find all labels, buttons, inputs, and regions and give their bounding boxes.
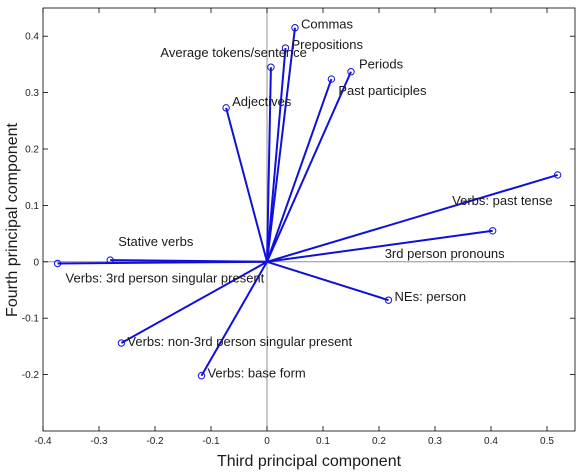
x-tick-label: 0.5 [540, 436, 554, 447]
vector-endpoint-marker [327, 75, 336, 83]
vector-line [266, 67, 272, 262]
vector-label: Prepositions [291, 37, 363, 52]
x-axis-ticks: -0.4 -0.3 -0.2 -0.1 0 0.1 0.2 0.3 0.4 0.5 [34, 8, 554, 447]
x-tick-label: 0.3 [428, 436, 442, 447]
y-tick-label: 0 [33, 257, 39, 268]
vector-endpoint-marker [384, 296, 393, 304]
vector-endpoint-marker [197, 372, 206, 380]
vector-line [266, 78, 333, 263]
vector-line [266, 229, 493, 263]
loading-vectors [53, 24, 562, 380]
x-tick-label: -0.2 [146, 436, 164, 447]
vector-label: Commas [301, 17, 354, 32]
vector-label: Adjectives [232, 94, 292, 109]
y-tick-label: 0.1 [25, 201, 39, 212]
x-tick-label: 0.2 [372, 436, 386, 447]
plot-frame [42, 7, 576, 432]
vector-endpoint-marker [267, 63, 275, 71]
vector-endpoint-marker [488, 227, 497, 235]
vector-label: Verbs: base form [207, 366, 305, 381]
vector-label: Verbs: past tense [452, 193, 552, 208]
vector-endpoint-marker [53, 259, 62, 268]
vector-label: Verbs: 3rd person singular present [66, 270, 265, 285]
vector-label: Periods [359, 57, 404, 72]
vector-line [225, 107, 268, 263]
y-tick-label: 0.3 [25, 88, 39, 99]
vector-line [120, 260, 268, 344]
vector-line [200, 261, 268, 377]
vector-endpoint-marker [222, 104, 230, 112]
vector-label: Stative verbs [118, 234, 194, 249]
vector-line [266, 260, 389, 302]
vector-label: Average tokens/sentence [160, 45, 306, 60]
vector-label: Past participles [338, 83, 427, 98]
y-axis-ticks: -0.2 -0.1 0 0.1 0.2 0.3 0.4 [22, 32, 575, 381]
vector-label: NEs: person [395, 289, 467, 304]
vector-line [266, 173, 558, 263]
x-tick-label: -0.3 [90, 436, 108, 447]
x-tick-label: 0.1 [316, 436, 330, 447]
vector-line [266, 47, 287, 262]
vector-endpoint-marker [347, 68, 355, 76]
x-tick-label: -0.1 [202, 436, 220, 447]
vector-label: 3rd person pronouns [385, 246, 505, 261]
vector-endpoint-marker [117, 339, 126, 347]
x-tick-label: 0.4 [484, 436, 498, 447]
y-tick-label: 0.2 [25, 145, 39, 156]
vector-endpoint-marker [553, 171, 562, 179]
y-tick-label: -0.2 [22, 370, 40, 381]
vector-line [57, 260, 268, 265]
y-tick-label: -0.1 [22, 314, 40, 325]
vector-label: Verbs: non-3rd person singular present [127, 334, 352, 349]
vector-line [266, 27, 296, 262]
vector-endpoint-marker [291, 24, 299, 32]
y-tick-label: 0.4 [25, 32, 39, 43]
vector-line [266, 71, 352, 263]
y-axis-title: Fourth principal component [4, 123, 21, 317]
vector-endpoint-marker [281, 44, 290, 52]
x-tick-label: -0.4 [34, 436, 52, 447]
x-axis-title: Third principal component [217, 453, 402, 470]
x-tick-label: 0 [264, 436, 270, 447]
